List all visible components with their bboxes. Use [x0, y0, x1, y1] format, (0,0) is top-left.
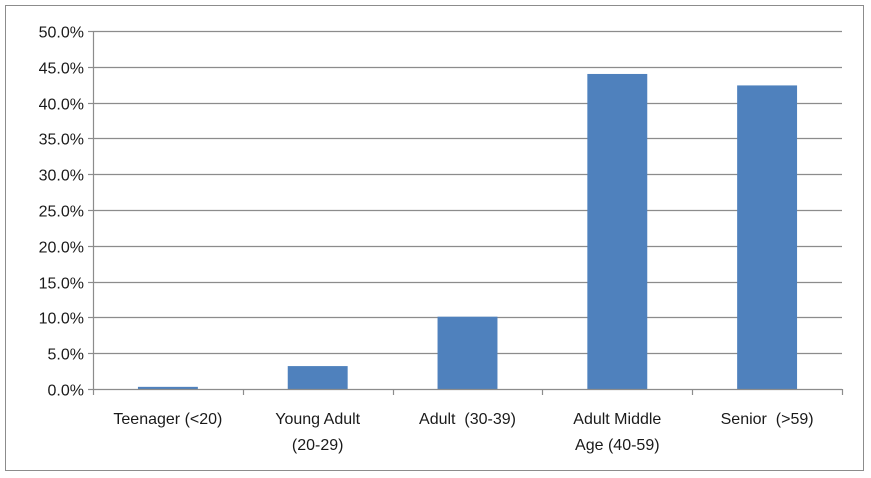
- x-tick-label: Adult Middle Age (40-59): [573, 411, 661, 454]
- bar: [287, 366, 348, 389]
- bars: [137, 73, 798, 390]
- x-tick-label: Senior (>59): [721, 411, 814, 428]
- y-tick-label: 15.0%: [39, 276, 84, 293]
- y-tick-label: 25.0%: [39, 204, 84, 221]
- y-tick-label: 0.0%: [48, 383, 84, 400]
- y-tick-label: 30.0%: [39, 168, 84, 185]
- bar: [437, 316, 498, 389]
- y-tick-label: 5.0%: [48, 347, 84, 364]
- chart-frame: [5, 5, 864, 471]
- x-tick-labels: Teenager (<20) Young Adult (20-29) Adult (3…: [113, 411, 813, 454]
- y-tick-label: 45.0%: [39, 61, 84, 78]
- bar: [587, 73, 648, 390]
- bar: [737, 85, 798, 389]
- y-tick-label: 50.0%: [39, 25, 84, 42]
- bar: [137, 386, 198, 389]
- gridlines: [93, 30, 842, 355]
- y-tick-label: 40.0%: [39, 97, 84, 114]
- axes: [88, 30, 844, 395]
- y-tick-label: 20.0%: [39, 240, 84, 257]
- y-tick-label: 35.0%: [39, 132, 84, 149]
- x-tick-label: Adult (30-39): [419, 411, 516, 428]
- x-tick-label: Young Adult (20-29): [275, 411, 360, 454]
- y-tick-labels: 0.0% 5.0% 10.0% 15.0% 20.0% 25.0% 30.0% 35.0% 40…: [39, 25, 84, 400]
- x-tick-label: Teenager (<20): [113, 411, 222, 428]
- y-tick-label: 10.0%: [39, 311, 84, 328]
